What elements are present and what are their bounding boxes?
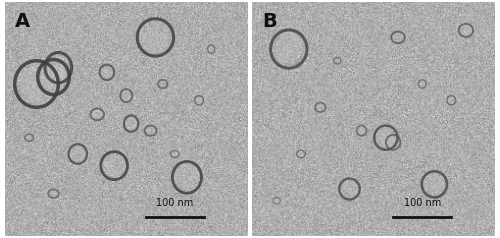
Ellipse shape <box>104 155 124 176</box>
Ellipse shape <box>196 97 202 104</box>
Ellipse shape <box>388 137 398 148</box>
Ellipse shape <box>142 23 169 51</box>
Ellipse shape <box>126 118 136 130</box>
Text: 100 nm: 100 nm <box>404 198 441 208</box>
Ellipse shape <box>425 174 444 194</box>
Ellipse shape <box>208 46 214 52</box>
Ellipse shape <box>393 33 403 42</box>
Text: 100 nm: 100 nm <box>156 198 194 208</box>
Ellipse shape <box>122 91 131 101</box>
Ellipse shape <box>102 67 112 78</box>
Ellipse shape <box>42 64 66 90</box>
Ellipse shape <box>146 127 155 134</box>
Ellipse shape <box>159 81 166 87</box>
Text: A: A <box>14 12 30 31</box>
Ellipse shape <box>342 181 357 197</box>
Ellipse shape <box>316 104 324 111</box>
Ellipse shape <box>358 127 365 134</box>
Ellipse shape <box>50 190 58 197</box>
Ellipse shape <box>460 25 471 35</box>
Ellipse shape <box>176 165 198 189</box>
Ellipse shape <box>26 135 32 140</box>
Text: B: B <box>262 12 277 31</box>
Ellipse shape <box>274 198 280 203</box>
Ellipse shape <box>48 56 68 79</box>
Ellipse shape <box>92 110 102 119</box>
Ellipse shape <box>275 35 302 63</box>
Ellipse shape <box>298 151 304 157</box>
Ellipse shape <box>20 66 53 101</box>
Ellipse shape <box>420 81 425 87</box>
Ellipse shape <box>172 151 178 157</box>
Ellipse shape <box>377 129 394 147</box>
Ellipse shape <box>448 97 454 104</box>
Ellipse shape <box>71 147 85 161</box>
Ellipse shape <box>334 58 340 63</box>
